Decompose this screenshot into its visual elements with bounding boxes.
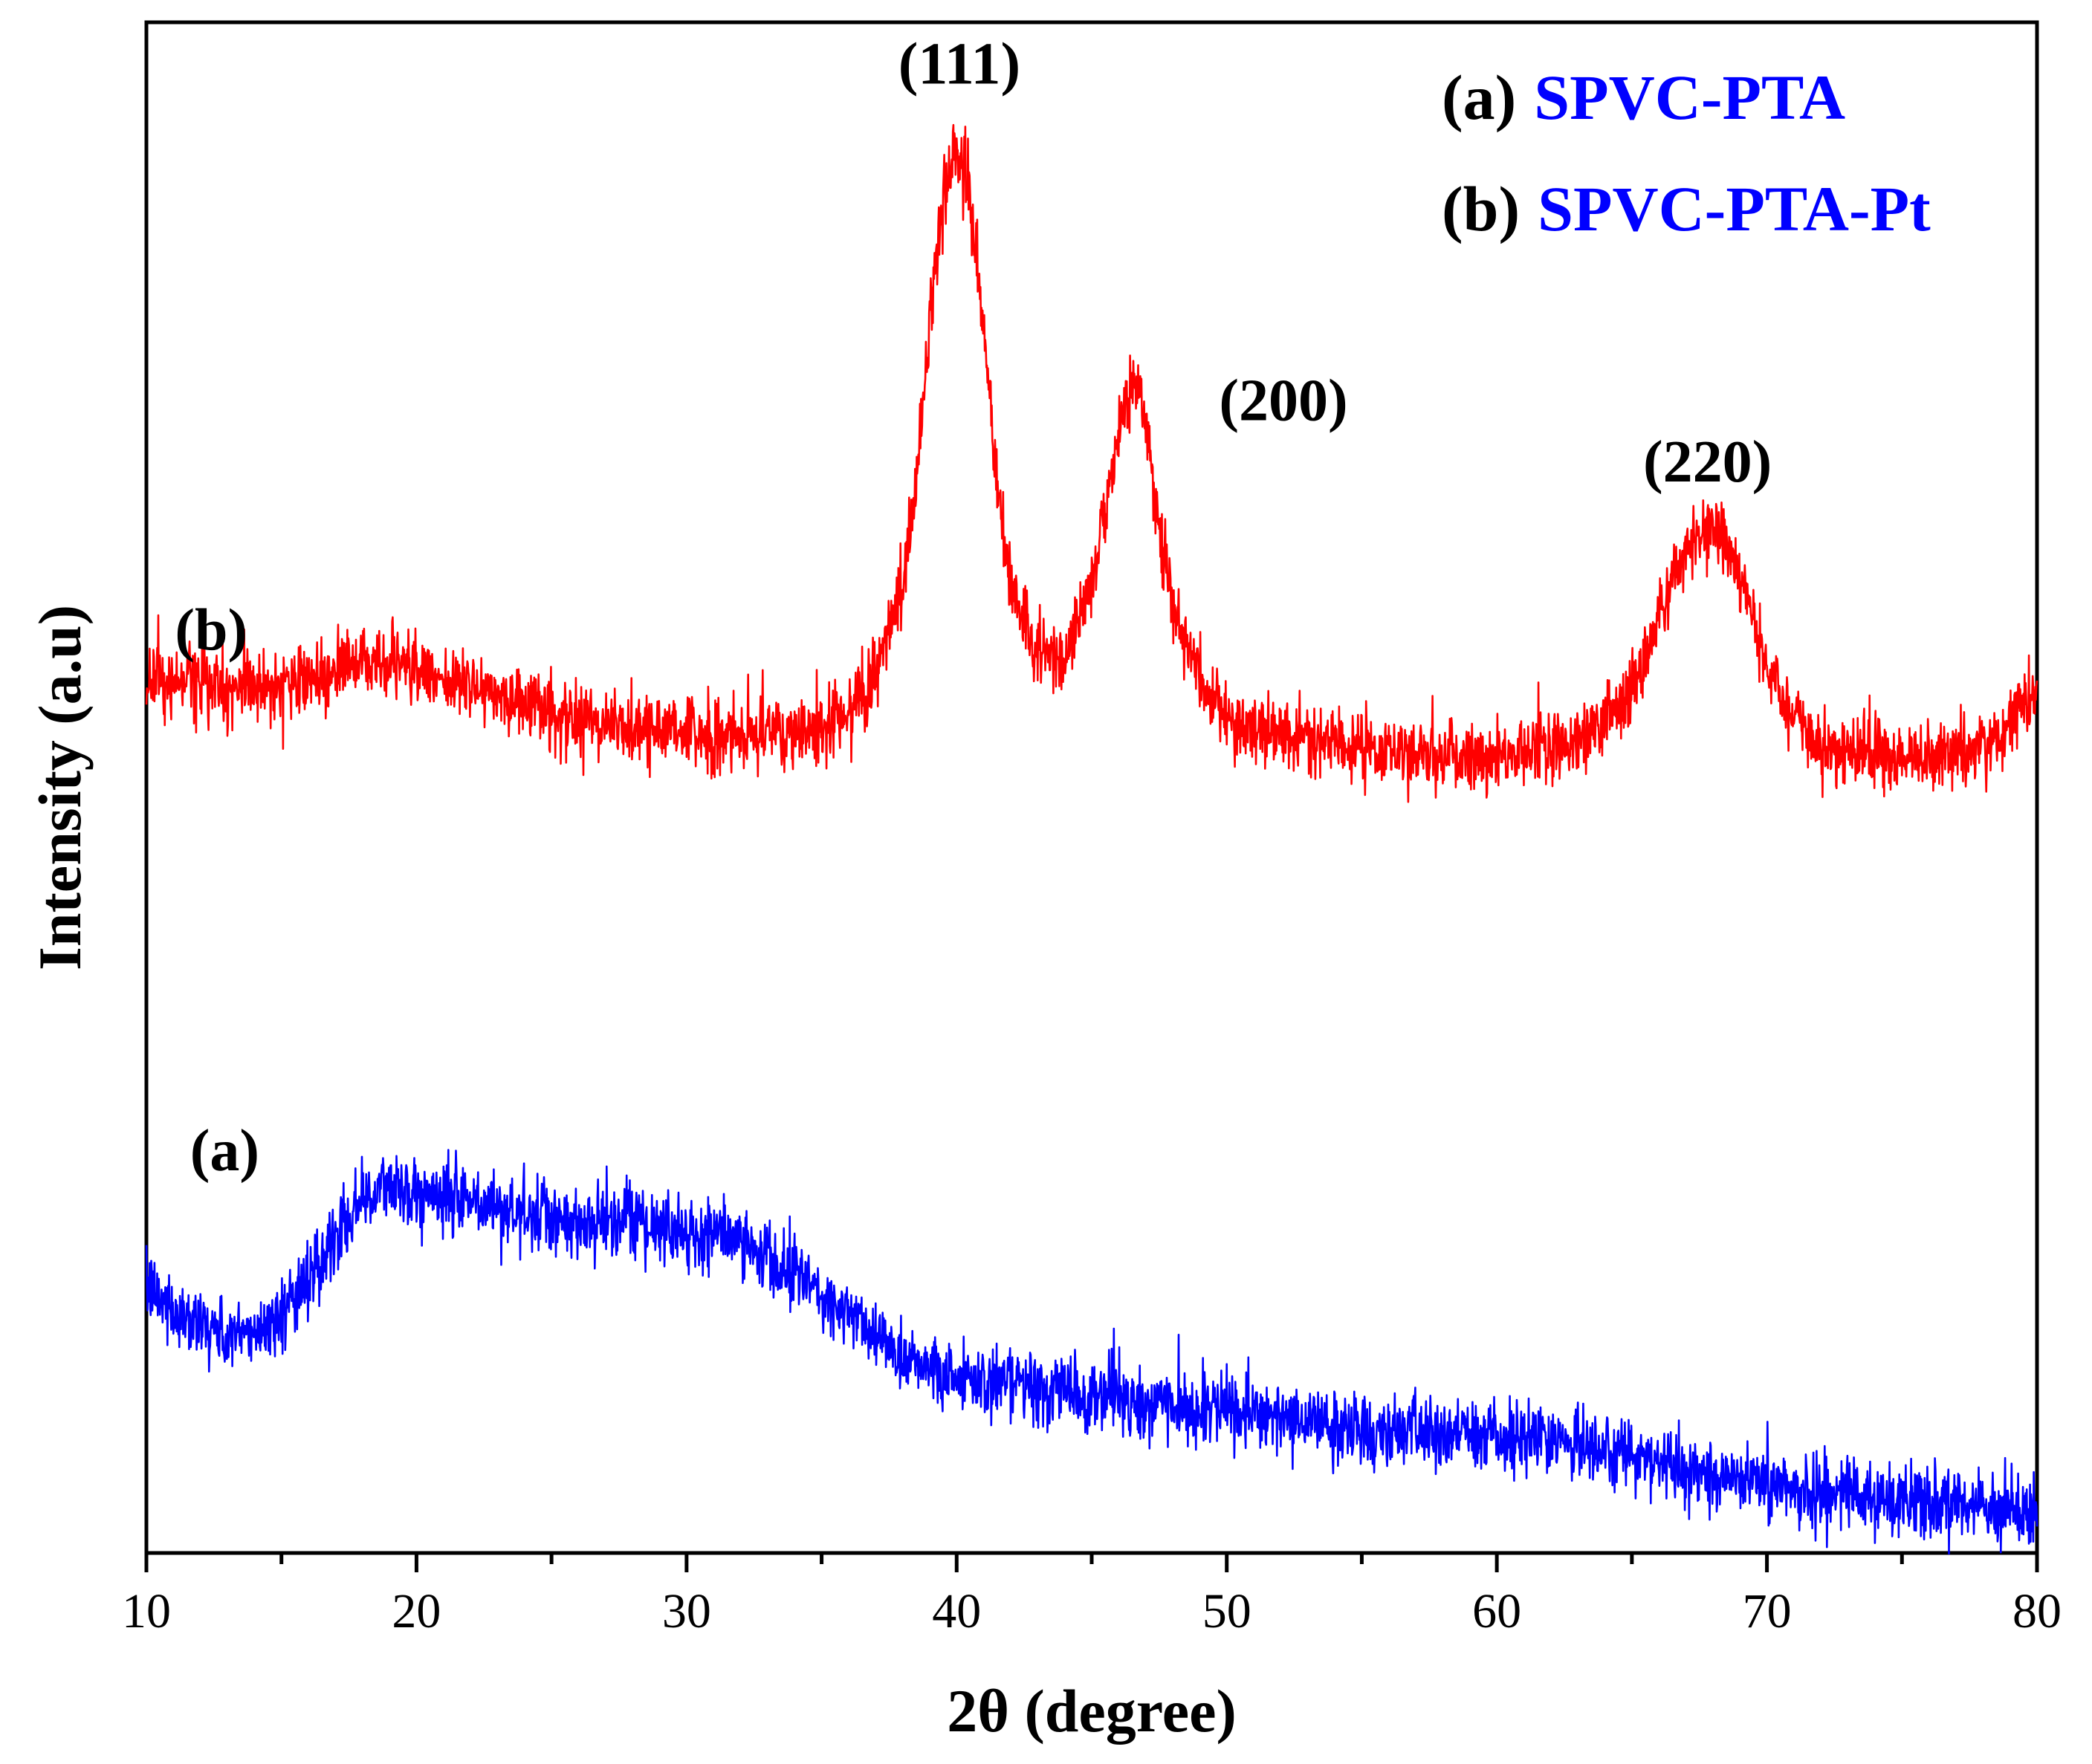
legend-entry-a: (a) SPVC-PTA <box>1442 62 1845 133</box>
annotation-layer: (111) (200) (220) (b) (a) <box>175 31 1772 1184</box>
x-tick-label: 60 <box>1472 1584 1521 1638</box>
x-tick-label: 20 <box>392 1584 441 1638</box>
x-tick-label: 50 <box>1202 1584 1251 1638</box>
y-axis-title: Intensity (a.u) <box>26 605 94 970</box>
x-axis-title: 2θ (degree) <box>947 1677 1237 1745</box>
series-line-b <box>145 123 2038 803</box>
legend-key-a: (a) <box>1442 62 1516 133</box>
annotation-label: (200) <box>1219 369 1347 434</box>
legend: (a) SPVC-PTA (b) SPVC-PTA-Pt <box>1442 62 1931 244</box>
x-tick-label: 70 <box>1743 1584 1792 1638</box>
legend-entry-b: (b) SPVC-PTA-Pt <box>1442 173 1931 244</box>
x-tick-label: 10 <box>122 1584 171 1638</box>
annotation-label: (111) <box>898 31 1020 97</box>
annotation-label: (a) <box>190 1118 259 1184</box>
x-axis-tick-labels: 10 20 30 40 50 60 70 80 <box>122 1584 2062 1638</box>
legend-name-a: SPVC-PTA <box>1534 62 1845 133</box>
legend-name-b: SPVC-PTA-Pt <box>1538 173 1931 244</box>
x-tick-label: 80 <box>2012 1584 2062 1638</box>
x-tick-label: 40 <box>932 1584 981 1638</box>
annotation-label: (220) <box>1643 429 1772 495</box>
series-line-a <box>145 1149 2038 1555</box>
annotation-label: (b) <box>175 598 247 664</box>
series-layer <box>145 123 2038 1555</box>
x-tick-label: 30 <box>662 1584 711 1638</box>
x-axis-ticks <box>144 1553 2039 1572</box>
legend-key-b: (b) <box>1442 173 1520 244</box>
